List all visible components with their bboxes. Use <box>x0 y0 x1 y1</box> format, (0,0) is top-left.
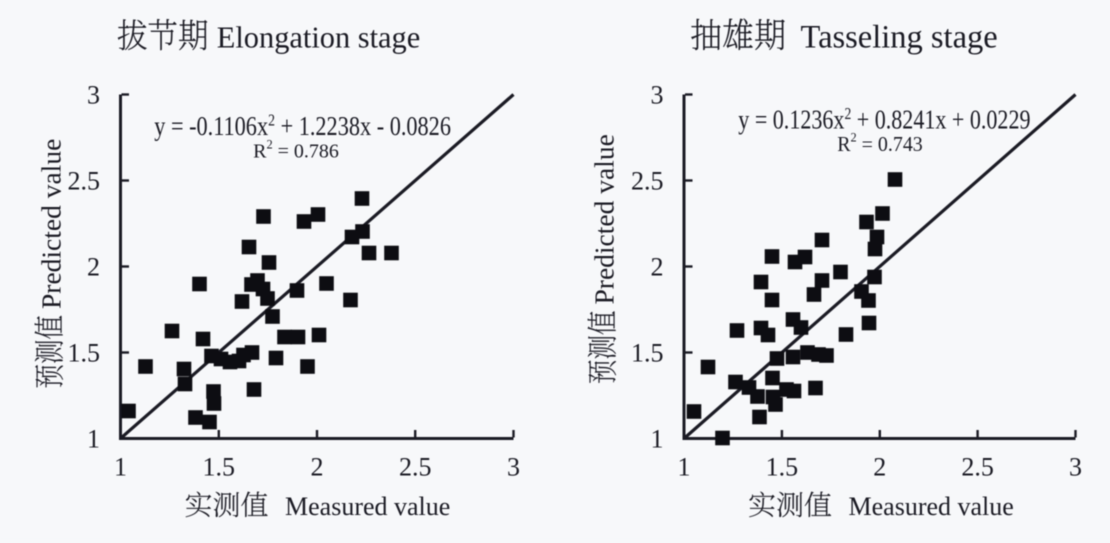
svg-text:2.5: 2.5 <box>961 453 994 482</box>
svg-text:Elongation stage: Elongation stage <box>217 21 420 55</box>
svg-text:1: 1 <box>678 453 691 482</box>
svg-text:R2 = 0.786: R2 = 0.786 <box>253 137 339 162</box>
svg-text:Predicted value: Predicted value <box>36 139 67 309</box>
svg-text:1: 1 <box>114 453 127 482</box>
svg-text:1.5: 1.5 <box>631 338 664 367</box>
svg-text:2.5: 2.5 <box>399 453 432 482</box>
svg-text:1.5: 1.5 <box>203 453 236 482</box>
svg-text:2: 2 <box>87 252 100 281</box>
svg-text:2: 2 <box>651 252 664 281</box>
svg-text:Predicted value: Predicted value <box>589 134 620 304</box>
svg-text:2.5: 2.5 <box>68 166 101 195</box>
svg-text:Measured value: Measured value <box>285 492 450 521</box>
svg-text:2: 2 <box>311 453 324 482</box>
svg-text:1.5: 1.5 <box>68 338 101 367</box>
svg-text:Measured value: Measured value <box>849 492 1014 521</box>
svg-text:y = 0.1236x2 + 0.8241x + 0.022: y = 0.1236x2 + 0.8241x + 0.0229 <box>738 105 1030 136</box>
svg-text:3: 3 <box>87 80 100 109</box>
svg-text:R2 = 0.743: R2 = 0.743 <box>837 130 923 156</box>
svg-text:1: 1 <box>651 424 664 453</box>
svg-text:y = -0.1106x2 + 1.2238x - 0.08: y = -0.1106x2 + 1.2238x - 0.0826 <box>154 111 451 141</box>
svg-text:3: 3 <box>507 453 520 482</box>
svg-text:3: 3 <box>651 80 664 109</box>
svg-text:2: 2 <box>873 453 886 482</box>
svg-text:2.5: 2.5 <box>631 166 664 195</box>
svg-text:Tasseling stage: Tasseling stage <box>801 20 998 56</box>
svg-text:3: 3 <box>1069 453 1082 482</box>
svg-text:1: 1 <box>87 424 100 453</box>
svg-text:1.5: 1.5 <box>766 453 799 482</box>
